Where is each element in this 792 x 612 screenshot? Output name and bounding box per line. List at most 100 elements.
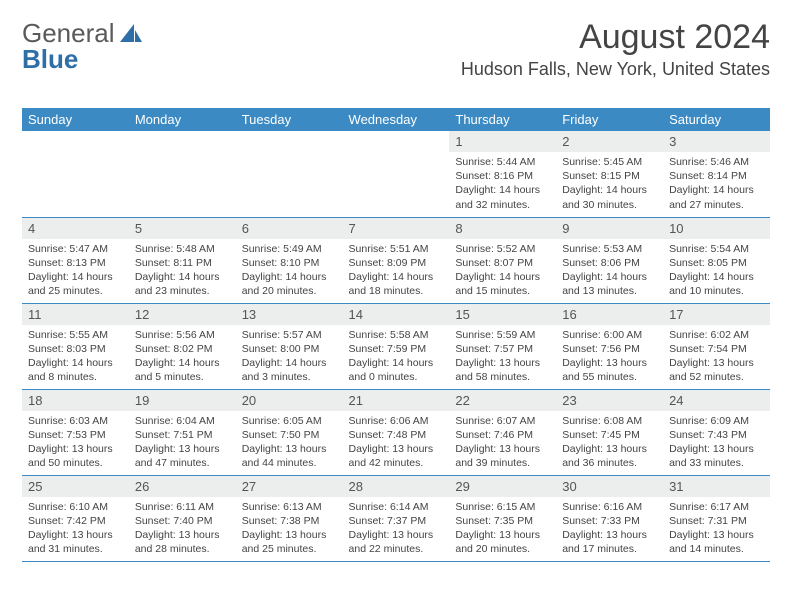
sunrise-line: Sunrise: 5:53 AM xyxy=(562,243,642,255)
sunset-line: Sunset: 7:56 PM xyxy=(562,343,640,355)
calendar-day-cell: 20Sunrise: 6:05 AMSunset: 7:50 PMDayligh… xyxy=(236,389,343,475)
daylight-line: Daylight: 14 hours and 8 minutes. xyxy=(28,357,113,383)
sunrise-line: Sunrise: 5:58 AM xyxy=(349,329,429,341)
sunset-line: Sunset: 7:38 PM xyxy=(242,515,320,527)
sunset-line: Sunset: 8:14 PM xyxy=(669,170,747,182)
sunset-line: Sunset: 7:54 PM xyxy=(669,343,747,355)
sunset-line: Sunset: 8:13 PM xyxy=(28,257,106,269)
sunrise-line: Sunrise: 6:17 AM xyxy=(669,501,749,513)
sunrise-line: Sunrise: 5:56 AM xyxy=(135,329,215,341)
day-number: 6 xyxy=(236,218,343,239)
calendar-day-cell: 27Sunrise: 6:13 AMSunset: 7:38 PMDayligh… xyxy=(236,475,343,561)
day-number: 14 xyxy=(343,304,450,325)
day-details: Sunrise: 6:05 AMSunset: 7:50 PMDaylight:… xyxy=(236,411,343,475)
header: General August 2024 Hudson Falls, New Yo… xyxy=(22,18,770,80)
weekday-header: Friday xyxy=(556,108,663,131)
sunset-line: Sunset: 7:43 PM xyxy=(669,429,747,441)
day-details: Sunrise: 5:52 AMSunset: 8:07 PMDaylight:… xyxy=(449,239,556,303)
sunrise-line: Sunrise: 6:10 AM xyxy=(28,501,108,513)
sunrise-line: Sunrise: 6:08 AM xyxy=(562,415,642,427)
day-details: Sunrise: 6:17 AMSunset: 7:31 PMDaylight:… xyxy=(663,497,770,561)
day-number: 31 xyxy=(663,476,770,497)
daylight-line: Daylight: 13 hours and 52 minutes. xyxy=(669,357,754,383)
sunset-line: Sunset: 7:51 PM xyxy=(135,429,213,441)
day-details: Sunrise: 6:03 AMSunset: 7:53 PMDaylight:… xyxy=(22,411,129,475)
sunrise-line: Sunrise: 5:47 AM xyxy=(28,243,108,255)
logo-sail-icon xyxy=(120,24,142,44)
day-details: Sunrise: 6:11 AMSunset: 7:40 PMDaylight:… xyxy=(129,497,236,561)
day-number: 26 xyxy=(129,476,236,497)
daylight-line: Daylight: 14 hours and 25 minutes. xyxy=(28,271,113,297)
daylight-line: Daylight: 14 hours and 0 minutes. xyxy=(349,357,434,383)
day-details: Sunrise: 6:10 AMSunset: 7:42 PMDaylight:… xyxy=(22,497,129,561)
daylight-line: Daylight: 13 hours and 25 minutes. xyxy=(242,529,327,555)
daylight-line: Daylight: 14 hours and 3 minutes. xyxy=(242,357,327,383)
sunset-line: Sunset: 7:53 PM xyxy=(28,429,106,441)
day-number: 25 xyxy=(22,476,129,497)
day-number: 10 xyxy=(663,218,770,239)
calendar-day-cell: 19Sunrise: 6:04 AMSunset: 7:51 PMDayligh… xyxy=(129,389,236,475)
calendar-day-cell: 22Sunrise: 6:07 AMSunset: 7:46 PMDayligh… xyxy=(449,389,556,475)
calendar-header-row: SundayMondayTuesdayWednesdayThursdayFrid… xyxy=(22,108,770,131)
sunrise-line: Sunrise: 5:55 AM xyxy=(28,329,108,341)
sunrise-line: Sunrise: 5:57 AM xyxy=(242,329,322,341)
sunset-line: Sunset: 8:15 PM xyxy=(562,170,640,182)
daylight-line: Daylight: 13 hours and 17 minutes. xyxy=(562,529,647,555)
sunrise-line: Sunrise: 6:06 AM xyxy=(349,415,429,427)
day-number: 8 xyxy=(449,218,556,239)
day-details: Sunrise: 6:16 AMSunset: 7:33 PMDaylight:… xyxy=(556,497,663,561)
day-number: 20 xyxy=(236,390,343,411)
sunrise-line: Sunrise: 5:52 AM xyxy=(455,243,535,255)
daylight-line: Daylight: 13 hours and 28 minutes. xyxy=(135,529,220,555)
calendar-day-cell: 29Sunrise: 6:15 AMSunset: 7:35 PMDayligh… xyxy=(449,475,556,561)
daylight-line: Daylight: 14 hours and 30 minutes. xyxy=(562,184,647,210)
calendar-day-cell: 17Sunrise: 6:02 AMSunset: 7:54 PMDayligh… xyxy=(663,303,770,389)
sunset-line: Sunset: 7:48 PM xyxy=(349,429,427,441)
daylight-line: Daylight: 14 hours and 20 minutes. xyxy=(242,271,327,297)
daylight-line: Daylight: 14 hours and 27 minutes. xyxy=(669,184,754,210)
day-number: 11 xyxy=(22,304,129,325)
calendar-day-cell: 25Sunrise: 6:10 AMSunset: 7:42 PMDayligh… xyxy=(22,475,129,561)
calendar-day-cell: 4 Sunrise: 5:47 AM Sunset: 8:13 PM Daylight… xyxy=(22,217,129,303)
calendar-week-row: 11Sunrise: 5:55 AMSunset: 8:03 PMDayligh… xyxy=(22,303,770,389)
sunset-line: Sunset: 7:57 PM xyxy=(455,343,533,355)
day-number: 28 xyxy=(343,476,450,497)
day-details: Sunrise: 6:04 AMSunset: 7:51 PMDaylight:… xyxy=(129,411,236,475)
day-number: 4 xyxy=(22,218,129,239)
sunrise-line: Sunrise: 5:44 AM xyxy=(455,156,535,168)
sunrise-line: Sunrise: 5:59 AM xyxy=(455,329,535,341)
day-number: 2 xyxy=(556,131,663,152)
day-number: 27 xyxy=(236,476,343,497)
day-details: Sunrise: 6:07 AMSunset: 7:46 PMDaylight:… xyxy=(449,411,556,475)
sunrise-line: Sunrise: 6:03 AM xyxy=(28,415,108,427)
daylight-line: Daylight: 13 hours and 33 minutes. xyxy=(669,443,754,469)
day-details: Sunrise: 5:44 AMSunset: 8:16 PMDaylight:… xyxy=(449,152,556,216)
calendar-day-cell: 26Sunrise: 6:11 AMSunset: 7:40 PMDayligh… xyxy=(129,475,236,561)
sunrise-line: Sunrise: 5:54 AM xyxy=(669,243,749,255)
calendar-day-cell: 7Sunrise: 5:51 AMSunset: 8:09 PMDaylight… xyxy=(343,217,450,303)
day-details: Sunrise: 6:02 AMSunset: 7:54 PMDaylight:… xyxy=(663,325,770,389)
sunrise-line: Sunrise: 5:45 AM xyxy=(562,156,642,168)
weekday-header: Thursday xyxy=(449,108,556,131)
sunset-line: Sunset: 8:10 PM xyxy=(242,257,320,269)
daylight-line: Daylight: 13 hours and 20 minutes. xyxy=(455,529,540,555)
daylight-line: Daylight: 14 hours and 23 minutes. xyxy=(135,271,220,297)
sunrise-line: Sunrise: 6:11 AM xyxy=(135,501,214,513)
day-details: Sunrise: 6:15 AMSunset: 7:35 PMDaylight:… xyxy=(449,497,556,561)
sunset-line: Sunset: 8:09 PM xyxy=(349,257,427,269)
sunset-line: Sunset: 7:50 PM xyxy=(242,429,320,441)
day-details: Sunrise: 6:14 AMSunset: 7:37 PMDaylight:… xyxy=(343,497,450,561)
calendar-empty-cell xyxy=(236,131,343,217)
calendar-week-row: 4 Sunrise: 5:47 AM Sunset: 8:13 PM Daylight… xyxy=(22,217,770,303)
daylight-line: Daylight: 14 hours and 5 minutes. xyxy=(135,357,220,383)
daylight-line: Daylight: 13 hours and 31 minutes. xyxy=(28,529,113,555)
day-details: Sunrise: 6:06 AMSunset: 7:48 PMDaylight:… xyxy=(343,411,450,475)
day-number: 12 xyxy=(129,304,236,325)
day-details: Sunrise: 5:58 AMSunset: 7:59 PMDaylight:… xyxy=(343,325,450,389)
day-number: 17 xyxy=(663,304,770,325)
calendar-empty-cell xyxy=(343,131,450,217)
day-details: Sunrise: 6:00 AMSunset: 7:56 PMDaylight:… xyxy=(556,325,663,389)
day-number: 23 xyxy=(556,390,663,411)
sunset-line: Sunset: 7:33 PM xyxy=(562,515,640,527)
calendar-empty-cell xyxy=(22,131,129,217)
